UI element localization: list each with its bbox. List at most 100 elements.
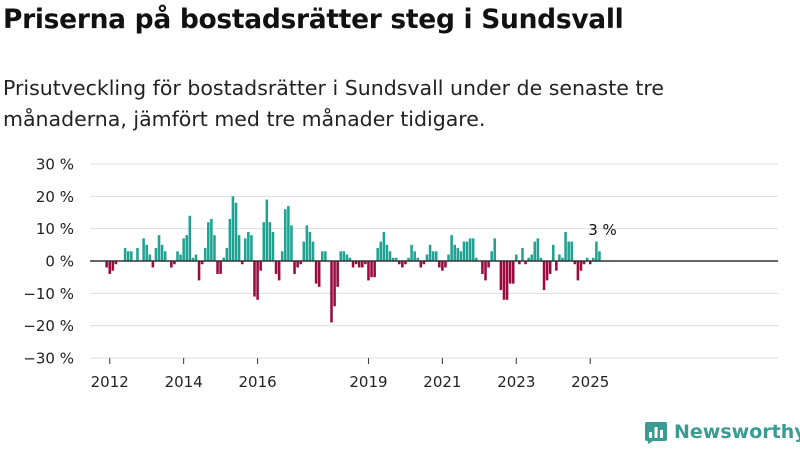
bar [441, 261, 444, 271]
bar [505, 261, 509, 300]
bar [136, 248, 139, 261]
bar [468, 238, 472, 261]
bar [200, 261, 204, 265]
bar [345, 254, 349, 261]
x-axis-ticks: 2012 2014 2016 2019 2021 2023 2025 [91, 358, 609, 391]
y-tick-label: 20 % [36, 188, 74, 206]
bar [471, 238, 475, 261]
bar [521, 248, 524, 261]
y-tick-label: −10 % [23, 285, 74, 303]
bar [582, 261, 586, 265]
bar [407, 257, 410, 261]
bar [570, 241, 574, 261]
bar [595, 241, 598, 261]
bar [228, 218, 232, 261]
bar [151, 261, 155, 268]
bar [268, 222, 272, 261]
bar [348, 257, 352, 261]
bar [434, 251, 438, 261]
bar [163, 251, 167, 261]
bar [576, 261, 580, 281]
bar [336, 261, 339, 287]
bar [564, 231, 567, 261]
bar [364, 261, 367, 265]
bar [555, 261, 558, 271]
bar [231, 196, 235, 261]
bar [142, 238, 145, 261]
bar [339, 251, 343, 261]
bar [361, 261, 364, 268]
bar [108, 261, 112, 274]
bar [481, 261, 484, 274]
bar [123, 248, 127, 261]
bar [438, 261, 441, 268]
bar [243, 238, 247, 261]
bar [391, 257, 395, 261]
bar [502, 261, 506, 300]
bar [515, 254, 518, 261]
bar [317, 261, 321, 287]
bar [447, 254, 450, 261]
bar [373, 261, 376, 278]
bar [213, 235, 216, 261]
bar [154, 248, 158, 261]
y-tick-label: 0 % [45, 253, 74, 271]
bar [210, 218, 213, 261]
bar [333, 261, 336, 307]
bar [225, 248, 229, 261]
bar [370, 261, 373, 278]
bar [567, 241, 570, 261]
bar [308, 231, 312, 261]
bar [561, 257, 564, 261]
bar [111, 261, 115, 271]
x-tick-label: 2025 [571, 373, 609, 391]
bar [357, 261, 361, 268]
bar [299, 261, 302, 265]
y-tick-label: 10 % [36, 220, 74, 238]
bar [188, 215, 192, 261]
bar [573, 261, 577, 265]
bar [240, 261, 244, 265]
bar [382, 231, 386, 261]
x-tick-label: 2021 [423, 373, 461, 391]
bars-layer [105, 196, 601, 323]
bar-chart: 30 %20 %10 %0 %−10 %−20 %−30 % 2012 2014 2… [23, 156, 778, 391]
bar [484, 261, 487, 281]
bar [176, 251, 179, 261]
bar [533, 241, 537, 261]
bar [157, 235, 161, 261]
bar [182, 238, 185, 261]
bar [219, 261, 222, 274]
bar [558, 254, 561, 261]
bar [126, 251, 130, 261]
bar [474, 257, 478, 261]
bar [284, 209, 287, 261]
bar [234, 202, 238, 261]
bar [499, 261, 503, 291]
bar [539, 257, 543, 261]
y-tick-label: −20 % [23, 317, 74, 335]
bar [524, 261, 527, 265]
bar [459, 251, 463, 261]
bar [385, 244, 389, 261]
bar [262, 222, 266, 261]
chart-title: Priserna på bostadsrätter steg i Sundsva… [3, 4, 624, 35]
bar [548, 261, 552, 274]
bar [274, 261, 278, 274]
bar [302, 241, 306, 261]
bar [456, 248, 460, 261]
bar [259, 261, 262, 271]
bar [203, 248, 207, 261]
bar [518, 261, 521, 265]
bar [487, 261, 490, 268]
grid-layer [90, 163, 778, 359]
bar [508, 261, 512, 284]
bar [194, 254, 198, 261]
bar [585, 257, 589, 261]
bar [598, 251, 601, 261]
bar [419, 261, 423, 268]
bar [173, 261, 176, 265]
bar [542, 261, 546, 291]
bar [253, 261, 256, 297]
bar [342, 251, 346, 261]
